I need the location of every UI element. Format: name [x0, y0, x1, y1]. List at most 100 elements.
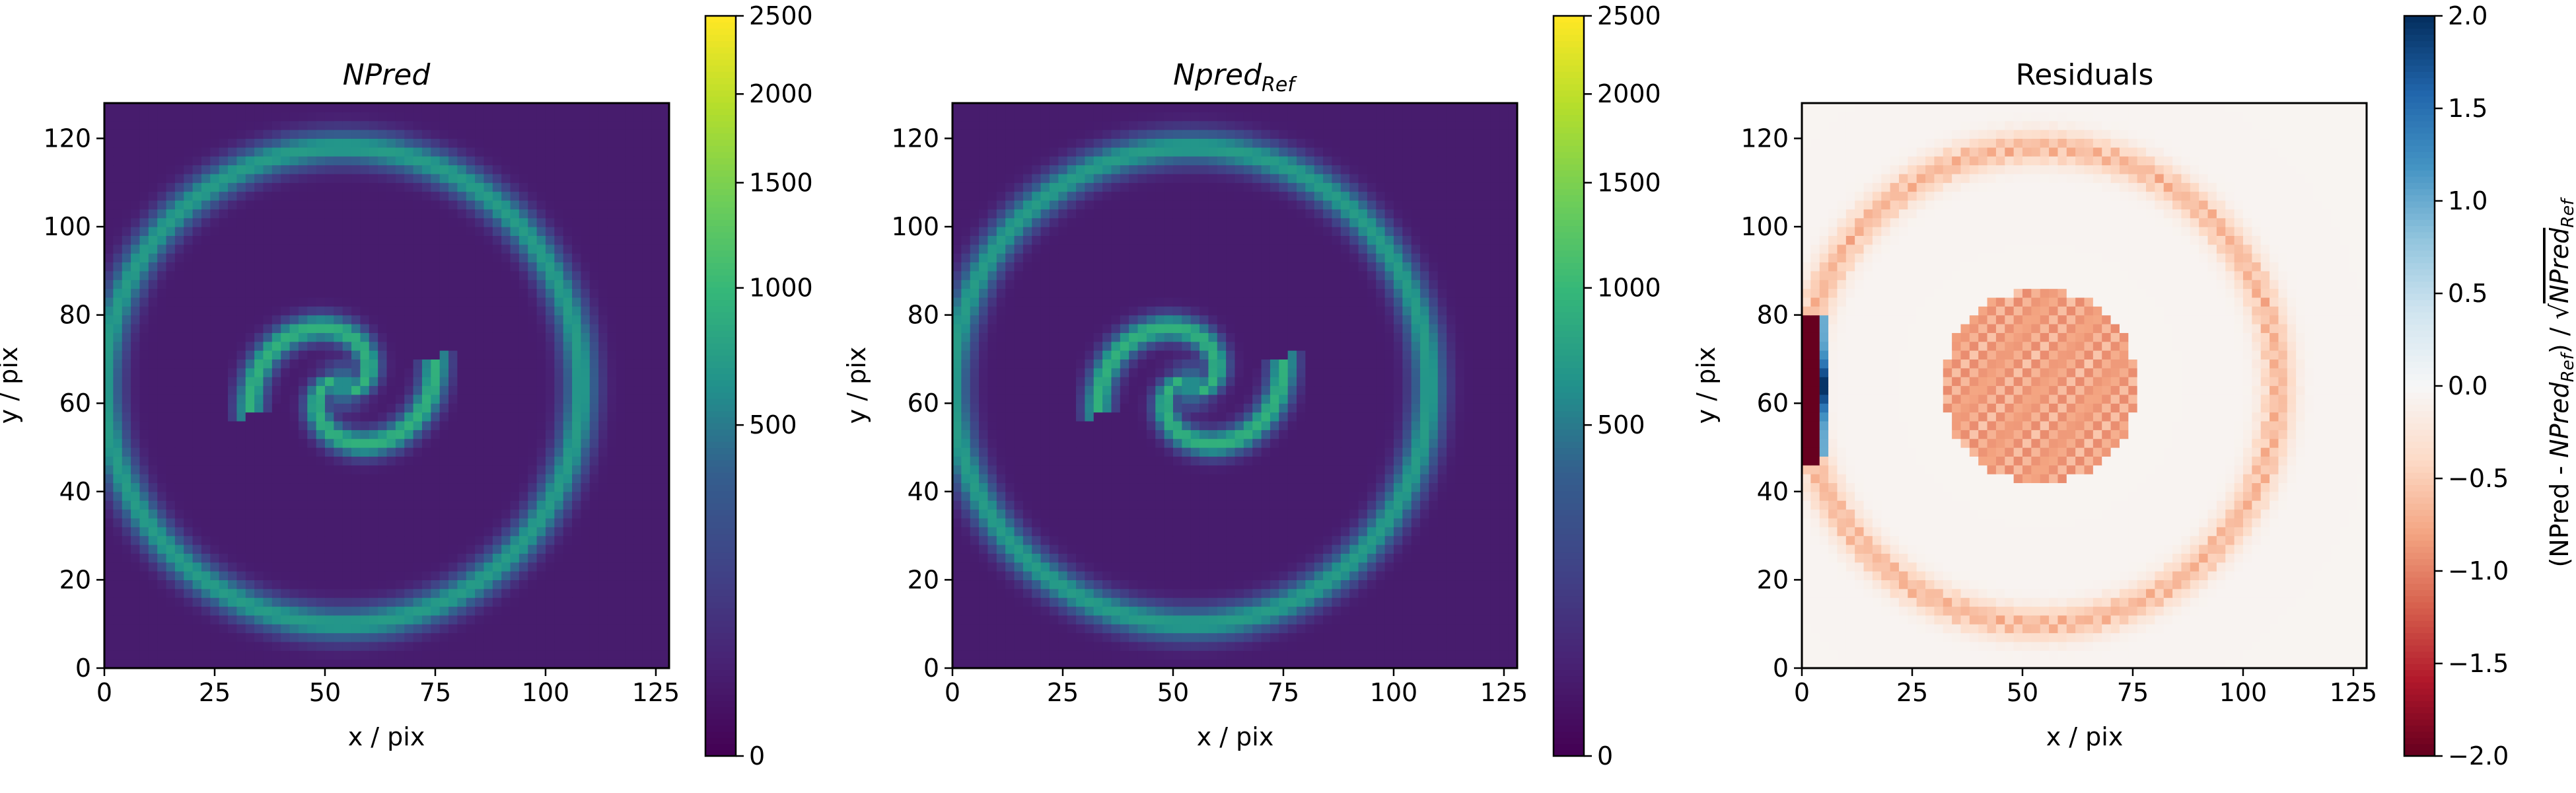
- heatmap-cell: [519, 138, 528, 148]
- heatmap-cell: [324, 562, 334, 572]
- heatmap-cell: [633, 280, 643, 289]
- heatmap-cell: [996, 597, 1006, 607]
- heatmap-cell: [369, 156, 378, 166]
- heatmap-cell: [378, 288, 388, 298]
- colorbar-swatch: [705, 435, 736, 442]
- heatmap-cell: [607, 270, 617, 280]
- heatmap-cell: [228, 341, 237, 351]
- heatmap-cell: [421, 527, 431, 537]
- heatmap-cell: [219, 641, 229, 651]
- heatmap-cell: [369, 120, 378, 130]
- heatmap-cell: [369, 632, 378, 642]
- heatmap-cell: [334, 659, 343, 669]
- heatmap-cell: [501, 509, 511, 519]
- heatmap-cell: [457, 323, 467, 333]
- heatmap-cell: [1226, 632, 1236, 642]
- heatmap-cell: [625, 280, 635, 289]
- heatmap-cell: [483, 147, 493, 157]
- heatmap-cell: [281, 209, 291, 219]
- heatmap-cell: [104, 323, 114, 333]
- heatmap-cell: [1137, 615, 1147, 624]
- heatmap-cell: [1040, 571, 1050, 581]
- heatmap-cell: [616, 367, 626, 377]
- heatmap-cell: [633, 332, 643, 342]
- heatmap-cell: [1190, 641, 1200, 651]
- heatmap-cell: [122, 517, 131, 527]
- heatmap-cell: [439, 191, 449, 201]
- heatmap-cell: [201, 147, 211, 157]
- heatmap-cell: [334, 165, 343, 174]
- heatmap-cell: [307, 491, 317, 501]
- heatmap-cell: [413, 465, 423, 474]
- heatmap-cell: [298, 182, 308, 192]
- heatmap-cell: [360, 641, 370, 651]
- heatmap-cell: [492, 182, 502, 192]
- heatmap-cell: [342, 580, 352, 589]
- heatmap-cell: [104, 615, 114, 624]
- heatmap-cell: [625, 615, 635, 624]
- heatmap-cell: [987, 606, 997, 616]
- heatmap-cell: [360, 544, 370, 554]
- heatmap-cell: [104, 438, 114, 448]
- heatmap-cell: [607, 632, 617, 642]
- heatmap-cell: [369, 474, 378, 484]
- heatmap-cell: [131, 588, 141, 598]
- heatmap-cell: [334, 465, 343, 474]
- heatmap-cell: [492, 112, 502, 122]
- heatmap-cell: [1358, 615, 1368, 624]
- heatmap-cell: [157, 350, 167, 360]
- heatmap-cell: [421, 509, 431, 519]
- heatmap-cell: [979, 650, 989, 660]
- heatmap-cell: [378, 209, 388, 219]
- heatmap-cell: [439, 217, 449, 227]
- heatmap-cell: [1473, 606, 1483, 616]
- heatmap-cell: [1005, 615, 1015, 624]
- heatmap-cell: [1190, 650, 1200, 660]
- heatmap-cell: [589, 474, 599, 484]
- heatmap-cell: [404, 403, 414, 413]
- heatmap-cell: [431, 571, 441, 581]
- heatmap-cell: [166, 359, 176, 369]
- heatmap-cell: [148, 147, 158, 157]
- heatmap-cell: [378, 182, 388, 192]
- heatmap-cell: [334, 367, 343, 377]
- heatmap-cell: [475, 209, 485, 219]
- colorbar-swatch: [705, 700, 736, 708]
- heatmap-cell: [625, 120, 635, 130]
- heatmap-cell: [431, 350, 441, 360]
- heatmap-cell: [1137, 632, 1147, 642]
- heatmap-cell: [228, 165, 237, 174]
- heatmap-cell: [334, 474, 343, 484]
- heatmap-cell: [466, 200, 476, 209]
- heatmap-cell: [589, 200, 599, 209]
- heatmap-cell: [404, 341, 414, 351]
- heatmap-cell: [1199, 597, 1209, 607]
- heatmap-cell: [245, 491, 255, 501]
- heatmap-cell: [298, 438, 308, 448]
- heatmap-cell: [404, 535, 414, 545]
- heatmap-cell: [501, 641, 511, 651]
- heatmap-cell: [431, 412, 441, 422]
- heatmap-cell: [254, 377, 264, 387]
- heatmap-cell: [263, 474, 273, 484]
- heatmap-cell: [554, 491, 564, 501]
- heatmap-cell: [616, 403, 626, 413]
- heatmap-cell: [421, 624, 431, 634]
- heatmap-cell: [404, 217, 414, 227]
- heatmap-cell: [298, 103, 308, 112]
- heatmap-cell: [439, 253, 449, 263]
- heatmap-cell: [1111, 580, 1121, 589]
- heatmap-cell: [298, 535, 308, 545]
- heatmap-cell: [334, 491, 343, 501]
- heatmap-cell: [475, 562, 485, 572]
- heatmap-cell: [528, 306, 538, 316]
- heatmap-cell: [378, 438, 388, 448]
- heatmap-cell: [572, 606, 582, 616]
- heatmap-cell: [510, 535, 520, 545]
- heatmap-cell: [386, 659, 396, 669]
- heatmap-cell: [607, 200, 617, 209]
- heatmap-cell: [395, 280, 405, 289]
- heatmap-cell: [184, 227, 194, 236]
- heatmap-cell: [501, 332, 511, 342]
- heatmap-cell: [492, 571, 502, 581]
